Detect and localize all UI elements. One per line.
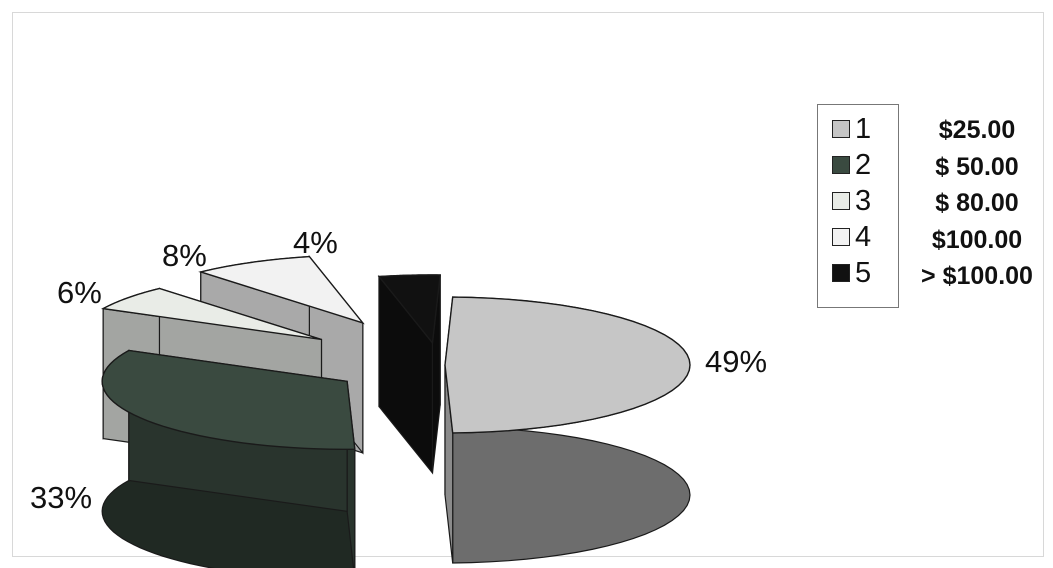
legend-swatch-1	[832, 120, 850, 138]
pie-slice-4-top	[198, 255, 365, 325]
price-annotations: $25.00 $ 50.00 $ 80.00 $100.00 > $100.00	[902, 112, 1052, 295]
legend-item-5: 5	[832, 257, 871, 289]
pie-slice-2	[101, 349, 356, 568]
slice-label-2: 33%	[30, 480, 92, 515]
legend-label-3: 3	[855, 185, 872, 217]
pie-slice-3-top	[100, 287, 322, 341]
price-label-3: $ 80.00	[935, 189, 1019, 217]
legend-label-4: 4	[855, 221, 872, 253]
price-label-4: $100.00	[931, 225, 1023, 254]
pie-slice-5	[377, 274, 441, 475]
legend-swatch-5	[832, 264, 850, 282]
legend: 1 2 3 4 5	[817, 104, 899, 308]
legend-label-1: 1	[855, 113, 872, 145]
legend-label-5: 5	[855, 257, 872, 289]
slice-label-4: 8%	[162, 238, 207, 273]
price-label-5: > $100.00	[921, 262, 1033, 290]
legend-swatch-4	[832, 228, 850, 246]
legend-label-2: 2	[855, 149, 872, 181]
pie-slice-2-top	[101, 349, 356, 451]
legend-item-3: 3	[832, 185, 871, 217]
price-label-2: $ 50.00	[935, 152, 1019, 181]
slice-label-1: 49%	[705, 344, 767, 379]
legend-item-4: 4	[832, 221, 871, 253]
pie-slice-1	[444, 296, 691, 564]
legend-swatch-3	[832, 192, 850, 210]
legend-item-1: 1	[832, 113, 871, 145]
slice-label-5: 4%	[293, 225, 338, 260]
legend-swatch-2	[832, 156, 850, 174]
legend-item-2: 2	[832, 149, 871, 181]
price-label-1: $25.00	[938, 116, 1016, 144]
slice-label-3: 6%	[57, 275, 102, 310]
pie-slice-1-top	[444, 296, 691, 434]
pie-slice-5-top	[377, 274, 441, 345]
